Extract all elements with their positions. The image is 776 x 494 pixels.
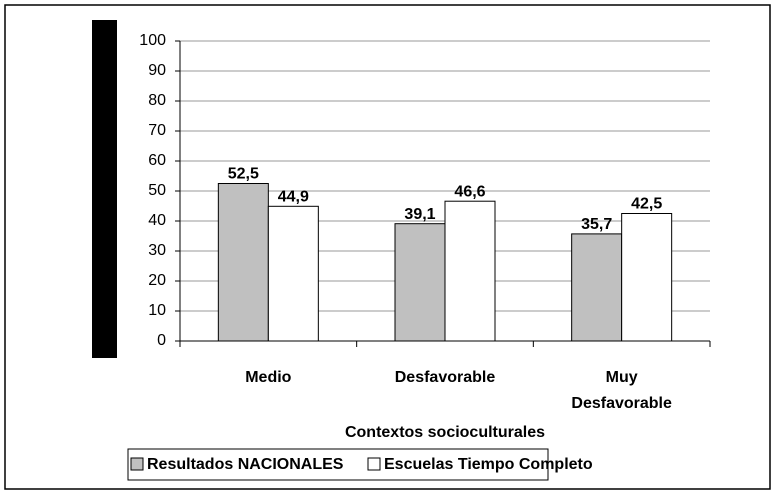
y-tick-label: 60 [148,152,166,169]
bar [444,200,496,342]
bar [621,213,673,342]
black-bar [92,20,117,358]
bar [217,183,269,342]
y-tick-label: 40 [148,212,166,229]
value-label: 35,7 [581,216,612,233]
y-tick-label: 0 [157,332,166,349]
value-label: 46,6 [454,183,485,200]
x-tick-label: Muy Desfavorable [571,369,672,412]
legend-swatch [367,457,381,471]
y-tick-label: 90 [148,62,166,79]
legend-box [127,448,549,481]
bar [394,223,446,342]
x-tick-label: Desfavorable [394,369,496,386]
value-label: 42,5 [631,196,662,213]
value-label: 52,5 [228,166,259,183]
y-tick-label: 100 [139,32,166,49]
y-tick-label: 10 [148,302,166,319]
bar [571,233,623,342]
legend-label: Resultados NACIONALES [147,456,344,473]
y-tick-label: 30 [148,242,166,259]
y-tick-label: 50 [148,182,166,199]
x-tick-label: Medio [245,369,292,386]
y-tick-label: 20 [148,272,166,289]
y-tick-label: 80 [148,92,166,109]
x-axis-title: Contextos socioculturales [345,424,545,441]
value-label: 39,1 [404,206,435,223]
value-label: 44,9 [278,189,309,206]
legend-swatch [130,457,144,471]
bar [267,205,319,342]
y-tick-label: 70 [148,122,166,139]
legend-label: Escuelas Tiempo Completo [384,456,593,473]
